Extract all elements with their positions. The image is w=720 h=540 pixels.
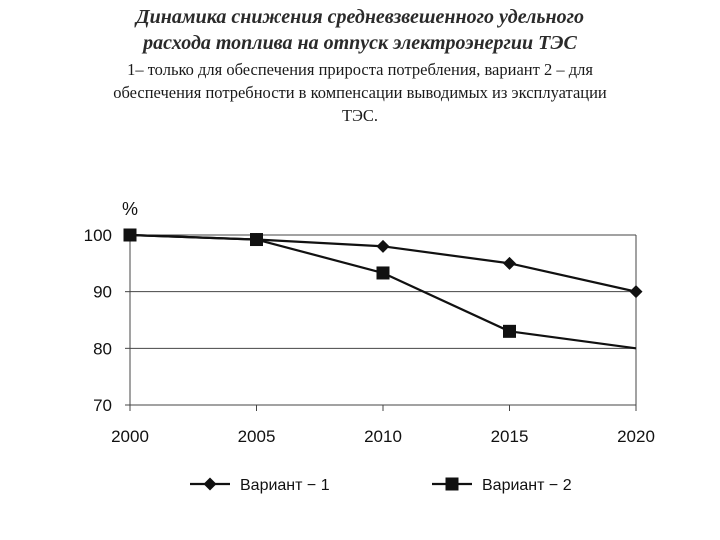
x-tick-label: 2000 (111, 427, 149, 446)
data-point-diamond (503, 256, 516, 270)
subtitle-line-2: обеспечения потребности в компенсации вы… (113, 83, 607, 102)
x-tick-label: 2005 (238, 427, 276, 446)
legend-label: Вариант − 2 (482, 477, 572, 494)
x-tick-label: 2015 (491, 427, 529, 446)
y-tick-label: 70 (93, 396, 112, 415)
slide-subtitle: 1– только для обеспечения прироста потре… (40, 58, 680, 127)
data-point-square (376, 266, 390, 280)
subtitle-line-3: ТЭС. (341, 106, 379, 125)
y-tick-label: 90 (93, 283, 112, 302)
legend-marker-square (445, 477, 459, 491)
chart-legend: Вариант − 1 Вариант − 2 (190, 477, 572, 494)
subtitle-line-1: 1– только для обеспечения прироста потре… (127, 60, 593, 79)
title-line-2: расхода топлива на отпуск электроэнергии… (143, 32, 577, 54)
grid-layer (130, 234, 636, 349)
data-point-square (123, 228, 137, 242)
slide-title: Динамика снижения средневзвешенного удел… (0, 4, 720, 56)
data-point-square (503, 324, 516, 338)
series-layer (123, 228, 643, 350)
y-axis-unit-label: % (122, 199, 138, 219)
x-tick-label: 2010 (364, 427, 402, 446)
y-tick-label: 100 (84, 226, 112, 245)
legend-marker-diamond (203, 477, 217, 491)
legend-label: Вариант − 1 (240, 477, 330, 494)
data-point-diamond (629, 285, 643, 299)
data-point-diamond (376, 239, 390, 253)
x-tick-label: 2020 (617, 427, 655, 446)
data-point-square (250, 233, 263, 247)
title-line-1: Динамика снижения средневзвешенного удел… (136, 6, 584, 28)
y-tick-label: 80 (93, 339, 112, 358)
axis-layer: 70 80 90 100 2000 2005 2010 2015 2020% (84, 199, 655, 446)
